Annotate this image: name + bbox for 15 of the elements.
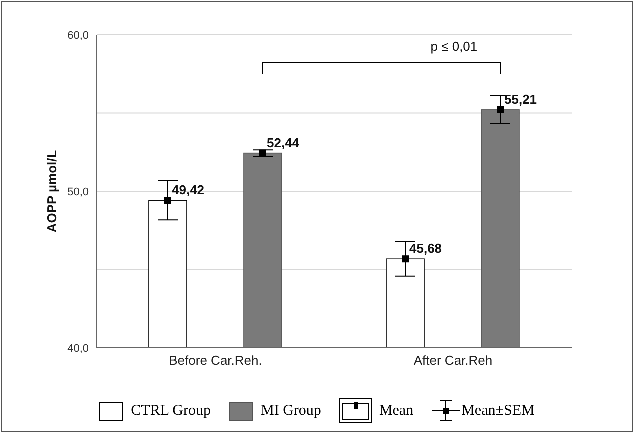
y-tick-label: 40,0: [68, 342, 89, 355]
legend-label: CTRL Group: [131, 402, 212, 420]
y-tick-label: 50,0: [68, 186, 89, 198]
legend-label: MI Group: [261, 402, 322, 420]
data-label: 55,21: [504, 92, 538, 107]
data-label: 45,68: [410, 241, 442, 256]
x-tick-label: After Car.Reh: [414, 353, 493, 368]
data-label: 49,42: [172, 182, 205, 198]
y-tick-label: 60,0: [68, 30, 89, 42]
text: Mean: [379, 402, 414, 420]
x-tick-label: Before Car.Reh.: [169, 353, 262, 368]
text: Mean±SEM: [462, 402, 535, 420]
y-axis-title: AOPP µmol/L: [44, 150, 60, 233]
data-label: 52,44: [267, 135, 300, 150]
annotation: p ≤ 0,01: [430, 39, 478, 54]
